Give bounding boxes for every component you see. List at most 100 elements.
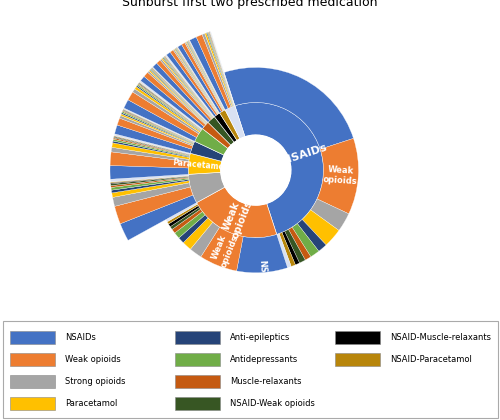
Wedge shape: [183, 218, 212, 249]
Wedge shape: [208, 32, 234, 106]
Wedge shape: [140, 76, 204, 129]
Wedge shape: [120, 116, 193, 146]
Bar: [175, 353, 220, 366]
Wedge shape: [112, 143, 190, 160]
Wedge shape: [178, 45, 222, 113]
Wedge shape: [185, 42, 224, 111]
Wedge shape: [110, 174, 188, 182]
Wedge shape: [160, 59, 212, 119]
Wedge shape: [179, 215, 208, 243]
Text: NSAIDs: NSAIDs: [282, 142, 328, 166]
Wedge shape: [162, 58, 212, 118]
Wedge shape: [225, 106, 245, 139]
Bar: [335, 331, 380, 344]
Wedge shape: [138, 83, 202, 130]
Wedge shape: [176, 47, 219, 113]
Bar: [175, 375, 220, 388]
Wedge shape: [114, 125, 192, 153]
Wedge shape: [220, 110, 240, 141]
Wedge shape: [149, 70, 206, 124]
Text: Strong opioids: Strong opioids: [65, 377, 126, 386]
Wedge shape: [112, 141, 190, 158]
Wedge shape: [298, 219, 326, 251]
Wedge shape: [166, 55, 214, 117]
Wedge shape: [152, 63, 210, 122]
Wedge shape: [114, 136, 190, 155]
Wedge shape: [186, 42, 224, 111]
Wedge shape: [144, 72, 206, 127]
Wedge shape: [170, 50, 218, 116]
Wedge shape: [110, 152, 188, 168]
Wedge shape: [209, 32, 234, 106]
Text: Weak
opioids: Weak opioids: [220, 195, 254, 241]
Wedge shape: [123, 109, 194, 142]
Wedge shape: [137, 84, 201, 131]
Wedge shape: [187, 41, 224, 110]
Wedge shape: [165, 56, 214, 117]
Text: Weak
opioids: Weak opioids: [323, 165, 358, 186]
Wedge shape: [190, 222, 220, 257]
Text: NSAID-Weak opioids: NSAID-Weak opioids: [230, 399, 315, 408]
Text: Antidepressants: Antidepressants: [230, 355, 298, 364]
Wedge shape: [224, 68, 354, 149]
Wedge shape: [140, 81, 202, 129]
Text: NSAIDs: NSAIDs: [65, 333, 96, 342]
Wedge shape: [111, 178, 189, 190]
Wedge shape: [122, 110, 194, 143]
Wedge shape: [174, 49, 218, 114]
Wedge shape: [114, 187, 193, 224]
Wedge shape: [124, 100, 196, 141]
Wedge shape: [210, 32, 235, 106]
Wedge shape: [167, 204, 198, 224]
Wedge shape: [235, 102, 324, 234]
Text: NSAIDs: NSAIDs: [257, 259, 268, 294]
Text: NSAID-Paracetamol: NSAID-Paracetamol: [390, 355, 472, 364]
Wedge shape: [150, 68, 207, 123]
Text: Paracetamol: Paracetamol: [172, 158, 227, 172]
Wedge shape: [196, 187, 276, 238]
Wedge shape: [152, 67, 208, 123]
Wedge shape: [150, 69, 207, 123]
Wedge shape: [204, 33, 233, 107]
Wedge shape: [176, 47, 220, 113]
Wedge shape: [120, 114, 194, 145]
Wedge shape: [134, 87, 200, 132]
Wedge shape: [110, 165, 188, 179]
Wedge shape: [208, 117, 234, 145]
Wedge shape: [122, 110, 194, 142]
Wedge shape: [173, 49, 218, 114]
Wedge shape: [111, 147, 189, 162]
Wedge shape: [310, 199, 348, 231]
Wedge shape: [136, 86, 200, 131]
Text: Anti-epileptics: Anti-epileptics: [230, 333, 290, 342]
Wedge shape: [214, 113, 237, 142]
Text: NSAID-Muscle-relaxants: NSAID-Muscle-relaxants: [390, 333, 491, 342]
Wedge shape: [162, 58, 213, 118]
Wedge shape: [124, 108, 194, 142]
Wedge shape: [122, 111, 194, 143]
Wedge shape: [178, 47, 220, 113]
Wedge shape: [113, 139, 190, 157]
Wedge shape: [189, 40, 225, 110]
Wedge shape: [152, 67, 208, 122]
Wedge shape: [170, 207, 200, 229]
Wedge shape: [112, 179, 189, 193]
Wedge shape: [188, 41, 224, 110]
Wedge shape: [132, 89, 200, 134]
Wedge shape: [190, 37, 228, 110]
Bar: [10, 397, 55, 410]
Wedge shape: [114, 138, 190, 156]
Wedge shape: [156, 60, 212, 121]
Wedge shape: [288, 227, 311, 260]
Wedge shape: [166, 52, 216, 117]
Wedge shape: [279, 233, 295, 266]
Wedge shape: [166, 203, 198, 222]
Wedge shape: [302, 210, 339, 245]
Wedge shape: [114, 136, 190, 155]
Wedge shape: [114, 137, 190, 155]
Text: Sunburst first two prescribed medication: Sunburst first two prescribed medication: [122, 0, 378, 10]
Wedge shape: [122, 113, 194, 144]
Text: Weak
opioids: Weak opioids: [209, 230, 240, 269]
Wedge shape: [152, 68, 208, 123]
Wedge shape: [164, 56, 214, 117]
